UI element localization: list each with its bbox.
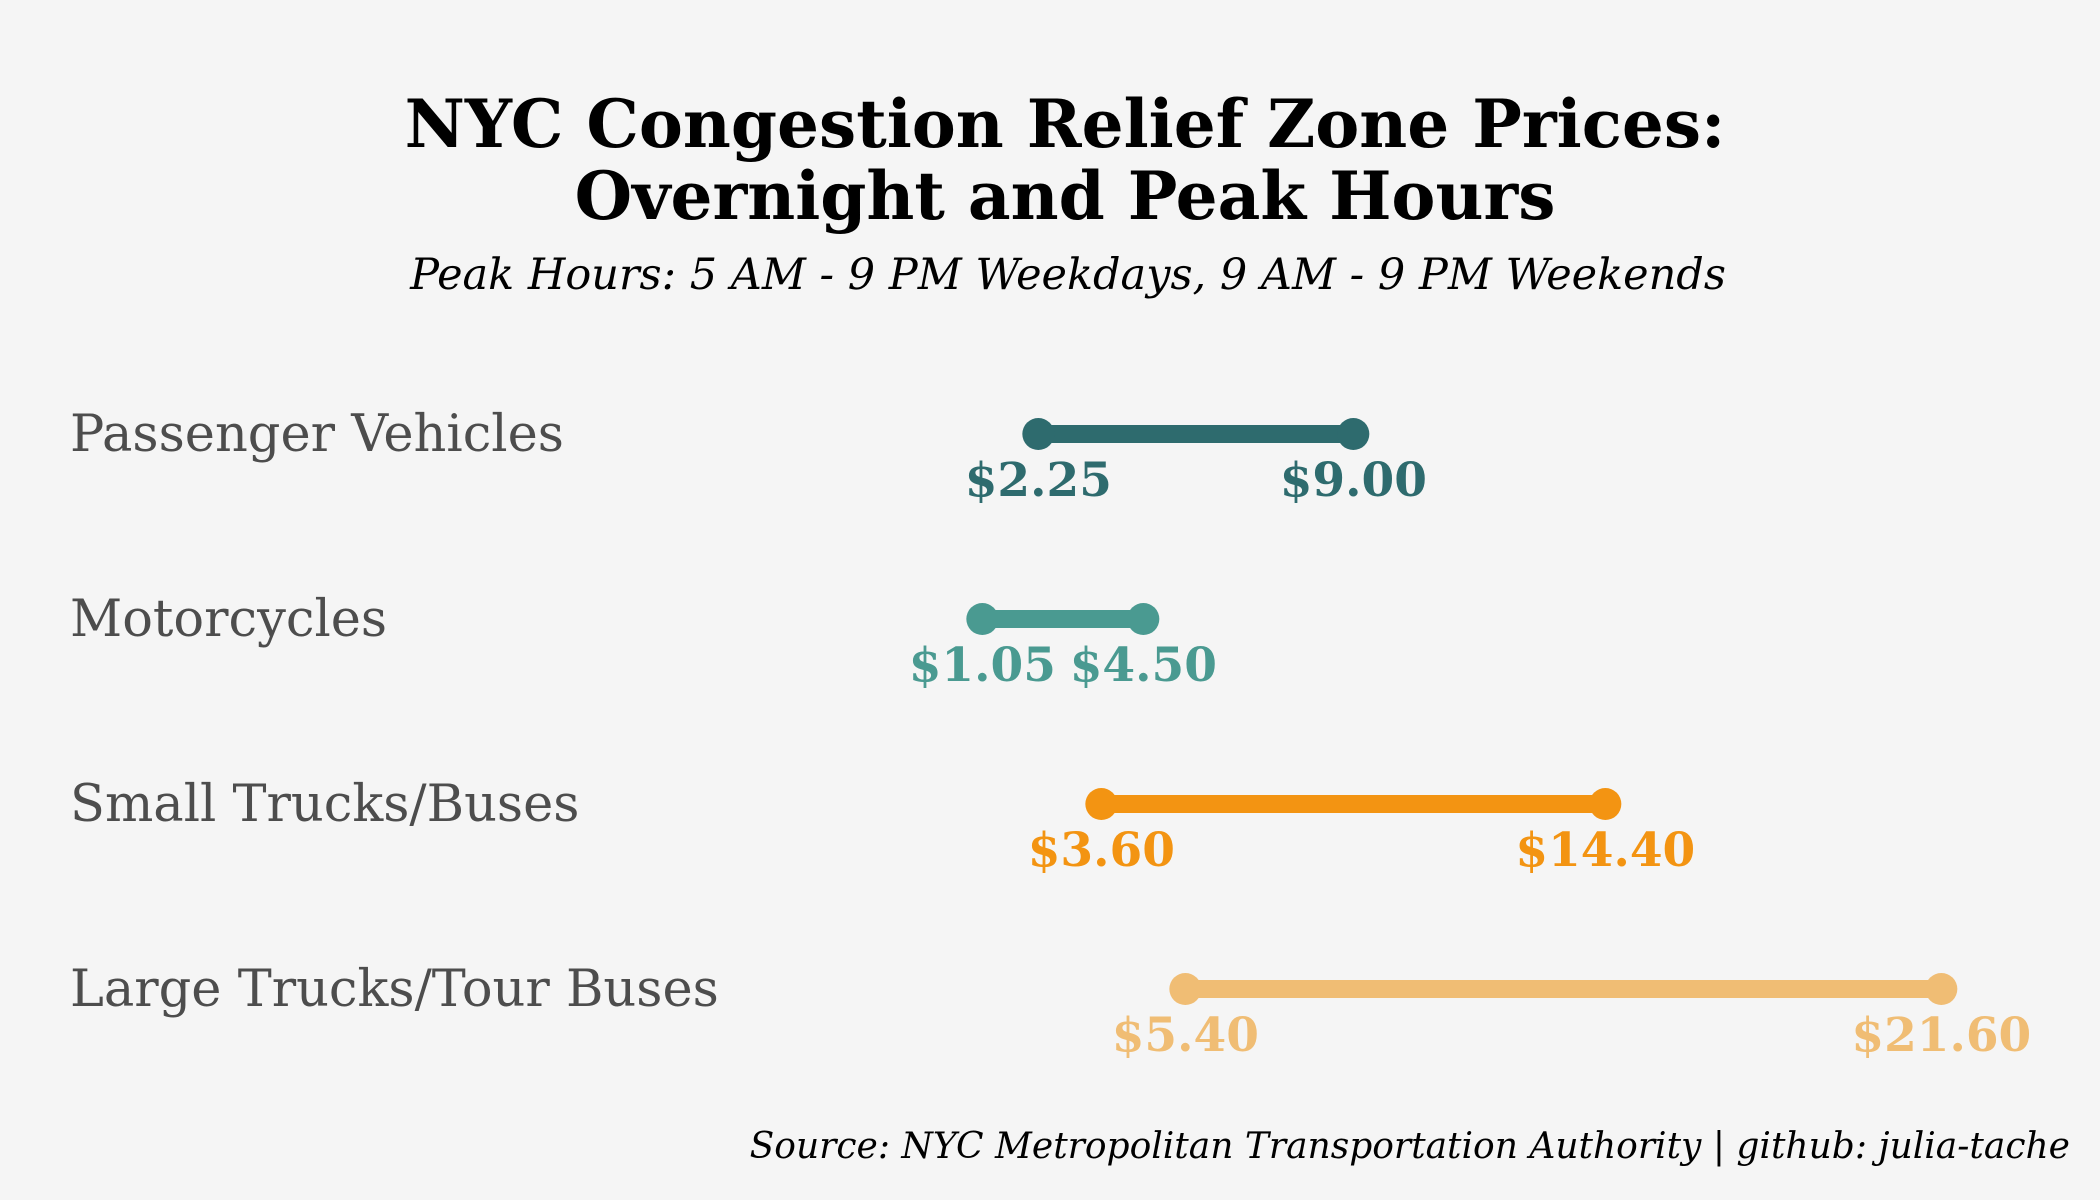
peak-value-label: $4.50 <box>1070 638 1217 693</box>
peak-dot <box>1589 788 1622 820</box>
source-note: Source: NYC Metropolitan Transportation … <box>749 1126 2070 1167</box>
peak-value-label: $14.40 <box>1515 823 1695 878</box>
chart-title: NYC Congestion Relief Zone Prices: Overn… <box>404 85 1726 235</box>
overnight-dot <box>1085 788 1118 820</box>
category-label: Motorcycles <box>70 590 387 649</box>
overnight-dot <box>966 603 999 635</box>
overnight-dot <box>1169 973 1202 1005</box>
peak-dot <box>1337 418 1370 450</box>
peak-value-label: $21.60 <box>1851 1008 2031 1063</box>
chart-rows: Passenger Vehicles $2.25 $9.00 Motorcycles $… <box>70 405 2031 1063</box>
overnight-value-label: $2.25 <box>965 453 1112 508</box>
category-label: Large Trucks/Tour Buses <box>70 960 719 1019</box>
peak-dot <box>1925 973 1958 1005</box>
category-label: Passenger Vehicles <box>70 405 564 464</box>
overnight-value-label: $1.05 <box>909 638 1056 693</box>
overnight-value-label: $5.40 <box>1112 1008 1259 1063</box>
chart-subtitle: Peak Hours: 5 AM - 9 PM Weekdays, 9 AM -… <box>410 250 1726 300</box>
peak-dot <box>1127 603 1160 635</box>
peak-value-label: $9.00 <box>1280 453 1427 508</box>
overnight-dot <box>1022 418 1055 450</box>
overnight-value-label: $3.60 <box>1028 823 1175 878</box>
category-label: Small Trucks/Buses <box>70 775 579 834</box>
